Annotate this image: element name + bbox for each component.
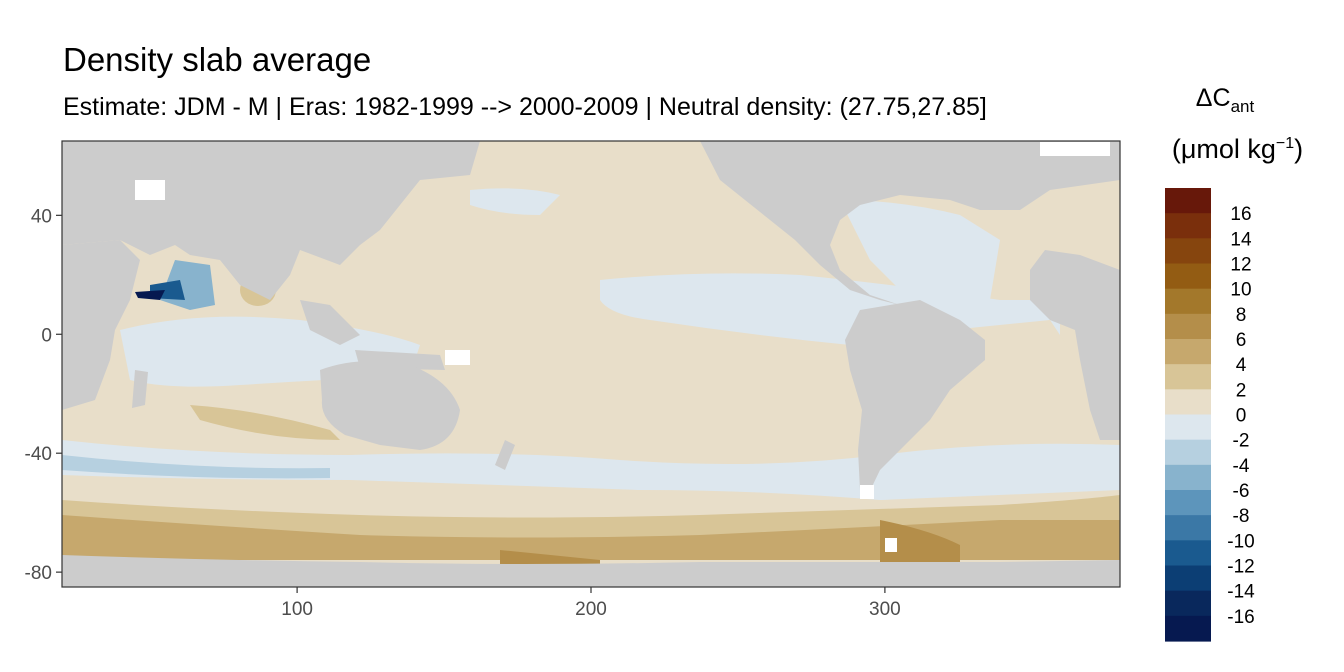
indochina (300, 300, 360, 345)
legend-title-sub: ant (1230, 97, 1255, 116)
legend-unit: (μmol kg−1) (1150, 134, 1325, 165)
colorbar-swatch (1165, 490, 1211, 516)
legend-unit-close: ) (1294, 134, 1304, 164)
madagascar (132, 370, 148, 408)
legend-label: 0 (1236, 406, 1247, 427)
legend-label: 2 (1236, 380, 1247, 401)
eurasia (62, 141, 480, 300)
north-america (700, 141, 1120, 305)
x-tick-label: 200 (575, 599, 607, 620)
legend-label: 16 (1230, 204, 1251, 225)
legend-label: -16 (1227, 607, 1254, 628)
legend-label: -8 (1233, 506, 1250, 527)
y-tick-label: -40 (25, 444, 52, 465)
colorbar-legend: 16 14 12 10 8 6 4 2 0 -2 -4 -6 -8 -10 -12 -14 -16 (1165, 188, 1255, 642)
x-tick-label: 300 (869, 599, 901, 620)
y-tick-label: 0 (41, 325, 52, 346)
africa-east (62, 240, 140, 410)
legend-label: 8 (1236, 305, 1247, 326)
colorbar-swatch (1165, 565, 1211, 592)
ross-sea-dark (500, 550, 600, 566)
australia (320, 361, 460, 450)
colorbar-swatch (1165, 288, 1211, 315)
legend-label: -14 (1227, 582, 1255, 603)
africa-west (1030, 250, 1120, 440)
colorbar-swatch (1165, 238, 1211, 265)
chart-title: Density slab average (63, 41, 372, 78)
land (62, 141, 1120, 587)
legend-label: -4 (1233, 456, 1250, 477)
colorbar-swatch (1165, 414, 1211, 441)
y-tick-label: 40 (31, 206, 52, 227)
colorbar-swatch (1165, 339, 1211, 365)
legend-unit-base: (μmol kg (1171, 134, 1276, 164)
southern-ocean-band-dark (62, 455, 330, 479)
colorbar-swatch (1165, 213, 1211, 239)
colorbar-swatch (1165, 464, 1211, 491)
colorbar-swatch (1165, 389, 1211, 416)
new-zealand (495, 440, 515, 470)
colorbar-swatch (1165, 364, 1211, 390)
weddell-sea-dark (880, 520, 960, 566)
southern-ocean-band (62, 440, 1120, 500)
chart-subtitle: Estimate: JDM - M | Eras: 1982-1999 --> … (63, 93, 987, 121)
colorbar-swatch (1165, 188, 1211, 214)
antarctica (62, 555, 1120, 587)
colorbar-swatch (1165, 439, 1211, 466)
legend-label: -10 (1227, 531, 1254, 552)
legend-label: 4 (1236, 355, 1247, 376)
colorbar-swatch (1165, 515, 1211, 541)
legend-label: 14 (1230, 229, 1252, 250)
ocean-field (62, 141, 1120, 587)
antarctic-margin-mid (62, 515, 1120, 560)
south-indian-streak (190, 405, 340, 440)
legend-label: -12 (1227, 557, 1254, 578)
south-america (845, 300, 985, 495)
legend-title: ΔCant (1150, 84, 1300, 117)
legend-label: 12 (1230, 255, 1251, 276)
colorbar-swatch (1165, 590, 1211, 617)
colorbar-swatch (1165, 313, 1211, 340)
legend-label: -6 (1233, 481, 1250, 502)
colorbar-swatch (1165, 615, 1211, 642)
north-atlantic-patch (840, 200, 1000, 300)
legend-title-main: ΔC (1195, 84, 1231, 112)
legend-label: 10 (1230, 280, 1251, 301)
legend-label: -2 (1233, 431, 1250, 452)
missing-data (135, 142, 1110, 552)
y-axis: 40 0 -40 -80 (25, 206, 62, 584)
colorbar-swatch (1165, 540, 1211, 567)
x-tick-label: 100 (281, 599, 313, 620)
nw-pacific-patch (470, 188, 560, 215)
arabian-sea-darkest (135, 290, 165, 300)
legend-label: 6 (1236, 330, 1247, 351)
legend-unit-sup: −1 (1275, 135, 1295, 152)
x-axis: 100 200 300 (281, 587, 901, 620)
colorbar-swatch (1165, 263, 1211, 290)
y-tick-label: -80 (25, 563, 52, 584)
